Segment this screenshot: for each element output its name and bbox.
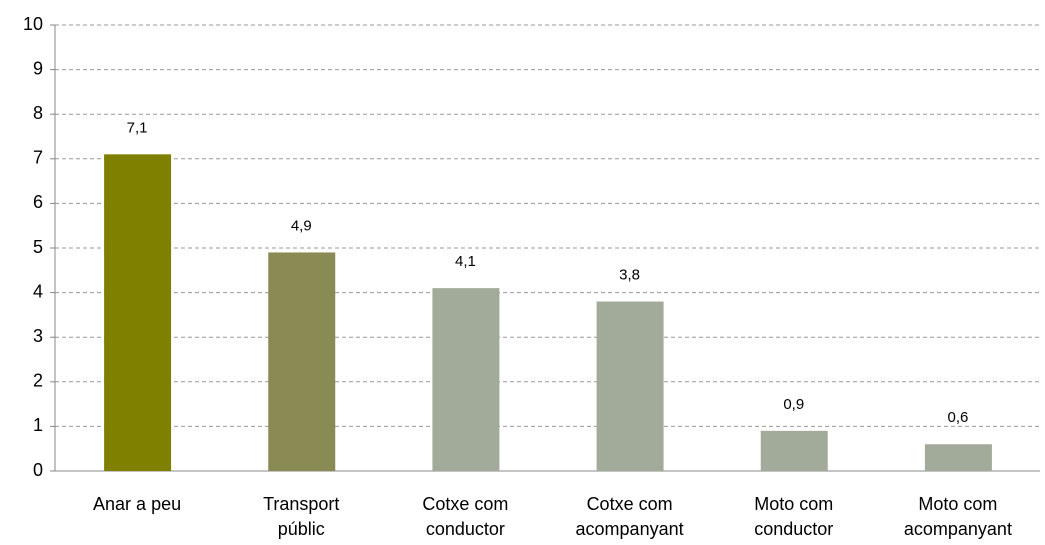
bar: [924, 444, 992, 471]
y-tick-label: 3: [33, 326, 43, 346]
y-tick-label: 7: [33, 148, 43, 168]
y-tick-label: 9: [33, 58, 43, 78]
y-tick-label: 2: [33, 371, 43, 391]
x-tick-label: Cotxe com: [422, 494, 508, 514]
x-tick-label: conductor: [426, 519, 505, 539]
data-label: 0,9: [783, 396, 804, 413]
y-tick-label: 0: [33, 460, 43, 480]
bar: [268, 252, 336, 471]
data-label: 4,1: [455, 253, 476, 270]
y-tick-label: 6: [33, 192, 43, 212]
data-label: 0,6: [947, 409, 968, 426]
x-tick-label: Moto com: [918, 494, 997, 514]
bar: [596, 301, 664, 471]
x-tick-label: conductor: [754, 519, 833, 539]
data-label: 7,1: [127, 119, 148, 136]
x-tick-label: acompanyant: [904, 519, 1012, 539]
data-label: 4,9: [291, 217, 312, 234]
y-tick-label: 8: [33, 103, 43, 123]
x-tick-label: Transport: [263, 494, 339, 514]
y-tick-label: 5: [33, 237, 43, 257]
y-tick-label: 4: [33, 281, 43, 301]
y-tick-label: 10: [23, 14, 43, 34]
x-tick-label: públic: [278, 519, 325, 539]
bar: [432, 288, 500, 471]
x-tick-label: Moto com: [754, 494, 833, 514]
data-label: 3,8: [619, 266, 640, 283]
bar: [760, 430, 828, 471]
x-tick-label: Cotxe com: [587, 494, 673, 514]
bar: [104, 154, 172, 471]
x-tick-label: acompanyant: [576, 519, 684, 539]
y-tick-label: 1: [33, 415, 43, 435]
x-tick-label: Anar a peu: [93, 494, 181, 514]
